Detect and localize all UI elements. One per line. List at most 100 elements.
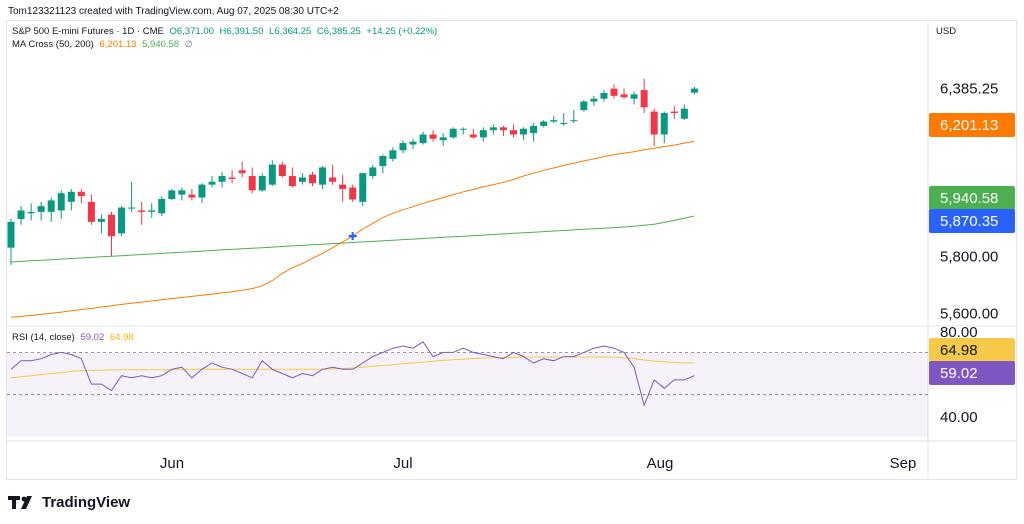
rsi-ma-value: 64.98 — [109, 332, 134, 343]
rsi-badge-bg — [929, 361, 1015, 385]
candle-body — [77, 191, 85, 197]
candle-body — [660, 113, 668, 135]
candle-body — [399, 143, 407, 151]
candle-body — [319, 167, 327, 185]
candle-body — [409, 141, 417, 145]
candle-body — [349, 187, 357, 200]
candle-body — [198, 184, 206, 198]
candle-body — [67, 191, 75, 202]
candle-body — [580, 101, 588, 111]
candle-body — [188, 194, 196, 198]
ma50-price-badge: 6,201.13 — [940, 117, 998, 134]
candle-body — [118, 207, 126, 234]
rsi-legend[interactable]: RSI (14, close) 59.02 64.98 — [12, 332, 137, 343]
candle-body — [590, 98, 598, 102]
candle-body — [128, 207, 136, 209]
ma200-value: 5,940.58 — [142, 39, 180, 50]
candle-body — [369, 167, 377, 177]
cross-price-badge: 5,870.35 — [940, 213, 998, 230]
time-axis-label: Jun — [160, 455, 184, 472]
candle-body — [218, 176, 226, 182]
ma200-price-badge-bg — [929, 186, 1015, 210]
brand-logo[interactable]: TradingView — [8, 494, 130, 511]
symbol-name: S&P 500 E-mini Futures · 1D · CME — [12, 26, 164, 37]
candle-body — [389, 150, 397, 159]
candle-body — [27, 211, 35, 214]
candle-body — [359, 173, 367, 202]
price-tick-label: 5,800.00 — [940, 248, 998, 265]
rsi-band — [7, 352, 928, 437]
candle-body — [298, 177, 306, 182]
rsi-value: 59.02 — [80, 332, 105, 343]
candle-body — [57, 193, 65, 211]
candle-body — [650, 111, 658, 135]
candle-body — [339, 184, 347, 189]
ma50-value: 6,201.13 — [99, 39, 137, 50]
chart-credit: Tom123321123 created with TradingView.co… — [8, 6, 339, 17]
candle-body — [680, 108, 688, 119]
candle-body — [469, 134, 477, 138]
candle-body — [278, 164, 286, 177]
chart-frame — [6, 20, 1017, 480]
time-axis-label: Jul — [393, 455, 412, 472]
candle-body — [248, 176, 256, 191]
brand-name: TradingView — [42, 494, 131, 511]
hide-indicator-icon[interactable]: ∅ — [184, 39, 193, 49]
candle-body — [459, 128, 467, 130]
candle-body — [178, 190, 186, 195]
candle-body — [570, 120, 578, 122]
symbol-legend: S&P 500 E-mini Futures · 1D · CME O6,371… — [12, 26, 440, 37]
rsi-tick-label: 40.00 — [940, 409, 978, 426]
candle-body — [108, 214, 115, 237]
candle-body — [670, 111, 678, 114]
candle-body — [690, 88, 698, 93]
candle-body — [87, 201, 95, 222]
candle-body — [168, 190, 176, 199]
candle-body — [640, 90, 648, 108]
candle-body — [560, 123, 568, 125]
golden-cross-marker — [348, 232, 357, 241]
rsi-ma-badge-bg — [929, 338, 1015, 362]
candle-body — [630, 94, 638, 99]
candle-body — [550, 120, 558, 122]
change-value: +14.25 (+0.22%) — [366, 26, 438, 37]
candle-body — [37, 206, 45, 212]
candle-body — [429, 134, 437, 139]
time-axis-label: Aug — [647, 455, 674, 472]
rsi-tick-label: 80.00 — [940, 324, 978, 341]
candle-body — [419, 134, 427, 144]
candle-body — [158, 198, 166, 214]
ma-label: MA Cross (50, 200) — [12, 39, 94, 50]
candle-body — [489, 127, 497, 131]
ma-legend[interactable]: MA Cross (50, 200) 6,201.13 5,940.58 ∅ — [12, 39, 196, 50]
last-price-label: 6,385.25 — [940, 81, 998, 98]
ma200-line — [10, 215, 695, 263]
candle-body — [439, 137, 447, 141]
high-value: H6,391.50 — [219, 26, 264, 37]
candle-body — [620, 94, 628, 98]
rsi-badge: 59.02 — [940, 365, 978, 382]
candle-body — [268, 164, 276, 185]
candle-body — [238, 170, 246, 174]
close-value: C6,385.25 — [316, 26, 361, 37]
candle-body — [309, 174, 316, 184]
candle-body — [208, 181, 216, 185]
time-axis-label: Sep — [890, 455, 917, 472]
candle-body — [288, 176, 296, 187]
open-value: O6,371.00 — [169, 26, 214, 37]
candle-body — [499, 127, 507, 131]
candle-body — [329, 177, 337, 182]
low-value: L6,364.25 — [269, 26, 312, 37]
candle-body — [510, 130, 517, 135]
cross-price-badge-bg — [929, 209, 1015, 233]
candle-body — [228, 177, 236, 179]
rsi-ma-badge: 64.98 — [940, 342, 978, 359]
candle-body — [138, 210, 146, 212]
rsi-ma-line — [10, 356, 695, 379]
candle-body — [17, 210, 25, 220]
candle-body — [97, 219, 105, 222]
candle-body — [148, 210, 156, 212]
candle-body — [530, 125, 538, 134]
currency-label[interactable]: USD — [936, 26, 957, 37]
